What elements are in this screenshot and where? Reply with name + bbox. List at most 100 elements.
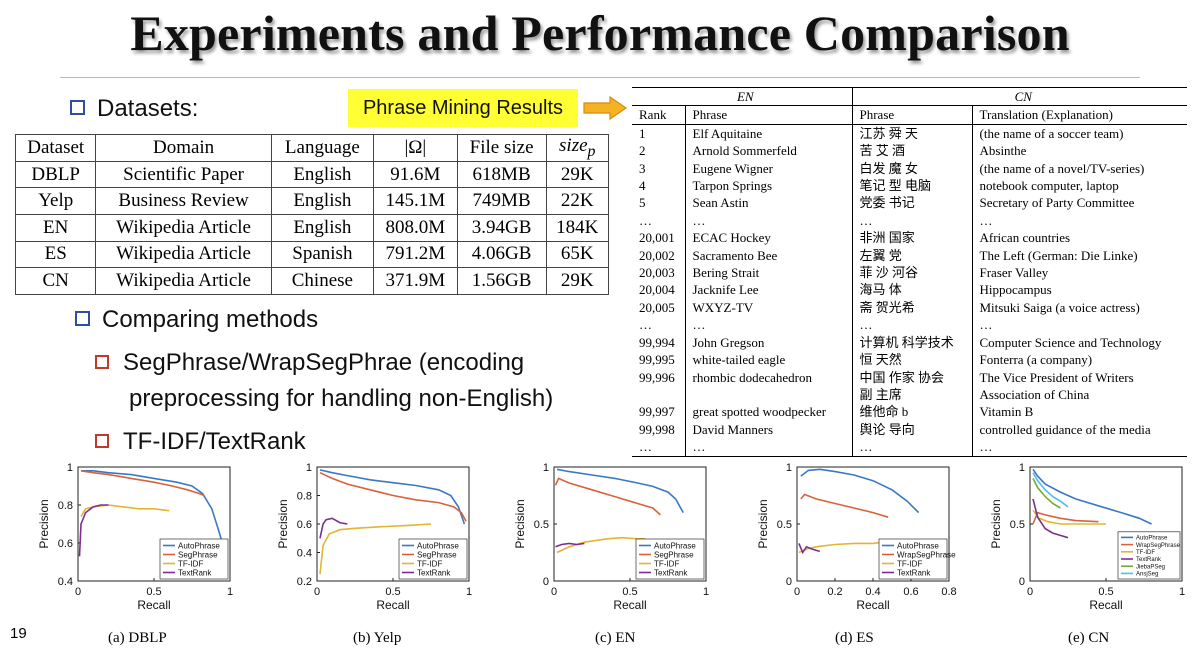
chart-en: 0 0.5 1 0 0.5 1 Recall Precision AutoPhrase SegPh… <box>492 457 722 632</box>
phrase-cell: John Gregson <box>685 333 853 352</box>
phrase-row: 99,997 great spotted woodpecker 维他命 b Vitam… <box>632 403 1187 421</box>
y-tick-label: 1 <box>306 462 312 474</box>
phrase-cell: … <box>632 438 686 457</box>
phrase-cell: 党委 书记 <box>852 194 973 212</box>
legend-entry: AutoPhrase <box>178 541 220 550</box>
square-bullet-icon <box>75 311 90 327</box>
x-tick-label: 0 <box>314 586 320 598</box>
phrase-row: 20,004 Jacknife Lee 海马 体 Hippocampus <box>632 281 1187 299</box>
x-tick-label: 1 <box>227 586 233 598</box>
phrase-mining-table: EN CN Rank Phrase Phrase Translation (Ex… <box>632 86 1187 457</box>
phrase-cell: 苦 艾 酒 <box>852 142 973 160</box>
x-tick-label: 0.5 <box>385 586 400 598</box>
legend-entry: JiebaPSeg <box>1136 564 1165 570</box>
phrase-row: 99,994 John Gregson 计算机 科学技术 Computer Scien… <box>632 333 1187 352</box>
legend-entry: TF-IDF <box>654 559 679 568</box>
dataset-row: EN Wikipedia Article English 808.0M 3.94GB 18… <box>14 213 609 242</box>
phrase-cell: African countries <box>979 230 1071 246</box>
bullet-comparing-text: Comparing methods <box>102 306 319 333</box>
phrase-mining-callout: Phrase Mining Results <box>348 89 578 127</box>
x-tick-label: 0.5 <box>1098 586 1113 598</box>
legend-entry: WrapSegPhrase <box>1136 543 1181 549</box>
x-axis-label: Recall <box>1089 598 1122 612</box>
phrase-cell: ECAC Hockey <box>685 229 853 247</box>
phrase-cell: … <box>685 211 853 230</box>
phrase-cell: Secretary of Party Committee <box>979 195 1135 211</box>
phrase-cell: Jacknife Lee <box>685 281 853 299</box>
y-tick-label: 1 <box>543 462 549 474</box>
legend-entry: TextRank <box>654 568 688 577</box>
phrase-cell: … <box>852 211 973 230</box>
phrase-cell: … <box>972 438 1187 457</box>
header-size-text: size <box>559 135 588 156</box>
phrase-cell: 计算机 科学技术 <box>852 333 973 352</box>
phrase-cell: Hippocampus <box>979 282 1052 298</box>
phrase-cell: 99,995 <box>632 351 686 369</box>
phrase-row: 5 Sean Astin 党委 书记 Secretary of Party Commi… <box>632 194 1187 212</box>
phrase-cell: … <box>632 316 686 334</box>
dataset-cell: 91.6M <box>373 160 458 189</box>
dataset-cell: Yelp <box>14 187 97 215</box>
x-tick-label: 0.5 <box>622 586 637 598</box>
x-tick-label: 1 <box>703 586 709 598</box>
series-line-autophrase <box>800 468 920 514</box>
series-line-autophrase <box>319 469 466 525</box>
phrase-cell: 笔记 型 电脑 <box>852 177 973 195</box>
legend-entry: AutoPhrase <box>1136 536 1168 542</box>
phrase-row: ………… <box>632 438 1187 457</box>
phrase-table-column-header: Rank Phrase Phrase Translation (Explanat… <box>632 105 1187 125</box>
series-line-tf-idf <box>556 536 646 554</box>
caption-cn: (e) CN <box>1068 630 1110 646</box>
bullet-comparing: Comparing methods <box>75 306 318 334</box>
series-line-segphrase <box>554 477 661 516</box>
y-tick-label: 0.4 <box>58 576 73 588</box>
phrase-cell: 舆论 导向 <box>852 420 973 439</box>
bullet-datasets: Datasets: <box>70 95 198 123</box>
legend-entry: AutoPhrase <box>654 541 696 550</box>
phrase-cell: (the name of a novel/TV-series) <box>979 160 1145 176</box>
group-en: EN <box>632 86 853 107</box>
phrase-row: 99,995 white-tailed eagle 恒 天然 Fonterra (a … <box>632 351 1187 369</box>
x-tick-label: 0 <box>794 586 800 598</box>
phrase-cell: Sacramento Bee <box>685 246 853 265</box>
dataset-row: CN Wikipedia Article Chinese 371.9M 1.56GB 29… <box>14 267 609 295</box>
y-tick-label: 0.6 <box>297 519 312 531</box>
dataset-cell: Wikipedia Article <box>95 267 272 295</box>
phrase-cell: 海马 体 <box>852 281 973 299</box>
series-line-tf-idf <box>798 541 883 554</box>
y-tick-label: 0.2 <box>297 576 312 588</box>
dataset-cell: DBLP <box>14 160 97 189</box>
legend-entry: TextRank <box>417 568 451 577</box>
phrase-cell: Arnold Sommerfeld <box>685 142 853 160</box>
phrase-cell: 斋 贺光希 <box>852 298 973 317</box>
phrase-row: 20,005 WXYZ-TV 斋 贺光希 Mitsuki Saiga (a voice… <box>632 298 1187 317</box>
x-axis-label: Recall <box>137 598 170 612</box>
legend-entry: SegPhrase <box>417 550 457 559</box>
dataset-cell: 145.1M <box>373 187 458 215</box>
phrase-row: 3 Eugene Wigner 白发 魔 女 (the name of a novel… <box>632 159 1187 178</box>
legend-entry: WrapSegPhrase <box>897 550 956 559</box>
phrase-cell: Eugene Wigner <box>685 159 853 178</box>
dataset-cell: 371.9M <box>373 267 458 295</box>
dataset-row: DBLP Scientific Paper English 91.6M 618MB 29K <box>14 160 609 189</box>
datasets-table-header: Dataset Domain Language |Ω| File size si… <box>14 134 609 162</box>
phrase-row: ………… <box>632 211 1187 230</box>
phrase-cell: 99,996 <box>632 368 686 386</box>
series-line-textrank <box>319 517 348 539</box>
legend-entry: SegPhrase <box>178 550 218 559</box>
header-size-subscript: p <box>587 142 596 160</box>
header-language: Language <box>270 134 375 162</box>
dataset-cell: Spanish <box>270 240 375 269</box>
dataset-cell: 1.56GB <box>456 267 547 295</box>
dataset-cell: 749MB <box>456 187 547 215</box>
col-translation: Translation (Explanation) <box>972 105 1187 125</box>
dataset-cell: 29K <box>545 267 609 295</box>
caption-en: (c) EN <box>595 630 636 646</box>
sub-bullet-segphrase-line2: preprocessing for handling non-English) <box>129 385 554 412</box>
legend-entry: TextRank <box>897 568 931 577</box>
phrase-cell: 菲 沙 河谷 <box>852 264 973 282</box>
series-line-autophrase <box>556 468 684 513</box>
y-tick-label: 1 <box>67 462 73 474</box>
series-line-jiebapseg <box>1032 478 1061 509</box>
phrase-row: 4 Tarpon Springs 笔记 型 电脑 notebook computer,… <box>632 177 1187 195</box>
